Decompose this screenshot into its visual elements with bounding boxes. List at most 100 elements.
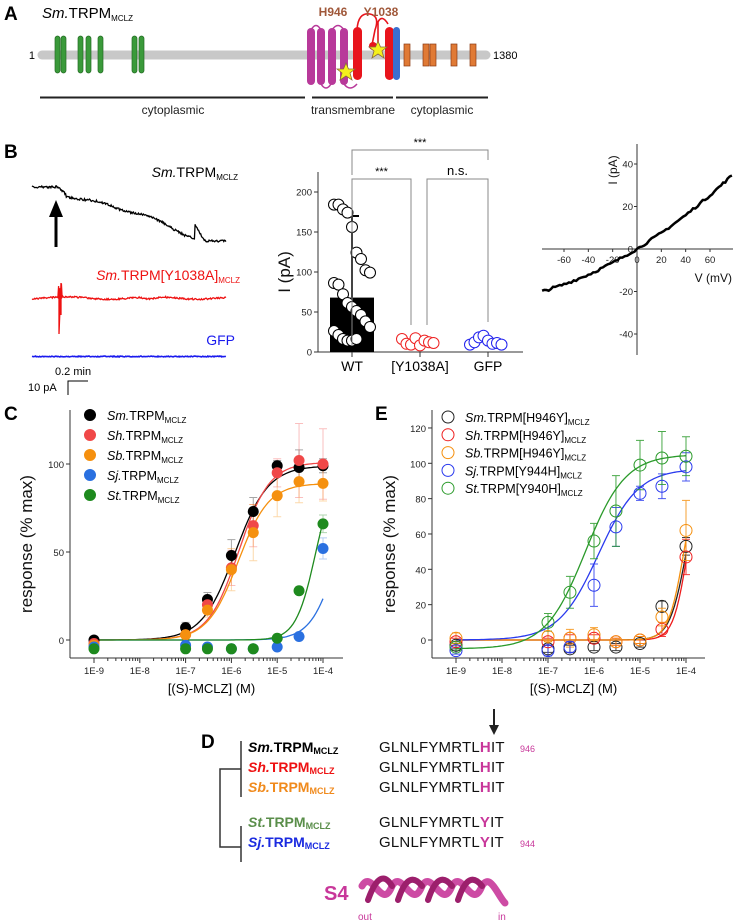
- legend-species: Sj.: [465, 464, 480, 478]
- y-tick-label: 100: [296, 268, 312, 279]
- legend-species: St.: [107, 489, 122, 503]
- ankyrin-repeats: [54, 35, 145, 74]
- panel-b: B Sm.TRPMMCLZ Sm.TRPM[Y1038A]MCLZ GFP 0.…: [4, 137, 733, 395]
- data-point: [541, 629, 555, 643]
- legend-sub: MCLZ: [568, 418, 590, 427]
- panel-e: E 0 20 40 60 80 100 120 1E-9 1E-8 1E-7 1E-6 1E-5 1E-…: [375, 404, 705, 696]
- data-point: [679, 550, 693, 564]
- y-axis-label: I (pA): [275, 251, 294, 293]
- panel-label-b: B: [4, 142, 18, 163]
- trace-species: Sm.: [96, 267, 121, 283]
- species-abbr: Sj.: [248, 834, 265, 850]
- legend-species: Sm.: [465, 411, 487, 425]
- trace-sub: MCLZ: [216, 173, 238, 182]
- trace-label-y1038a: Sm.TRPM[Y1038A]MCLZ: [96, 267, 240, 285]
- x-tick-label: 1E-9: [84, 666, 104, 677]
- highlighted-residue: Y: [480, 814, 490, 831]
- fit-curve: [94, 521, 324, 641]
- y-axis-label: response (% max): [380, 475, 399, 613]
- significance-bracket: [351, 149, 489, 175]
- data-point: [201, 643, 213, 655]
- legend-species: Sh.: [465, 429, 484, 443]
- dose-response-chart-c: 0 50 100 1E-9 1E-8 1E-7 1E-6 1E-5 1E-4 [(S)-MCLZ]…: [17, 409, 343, 696]
- data-point: [633, 637, 647, 651]
- data-point: [587, 534, 601, 548]
- data-point: [225, 564, 237, 576]
- ankyrin-domain: [131, 35, 138, 74]
- x-tick-label: 1E-7: [538, 666, 558, 677]
- data-point: [679, 449, 693, 463]
- legend-sub: MCLZ: [561, 489, 583, 498]
- iv-curve: [541, 174, 733, 293]
- data-point: [633, 458, 647, 472]
- legend-sub: MCLZ: [157, 476, 179, 485]
- error-bar: [565, 575, 574, 609]
- legend-base: TRPM: [122, 469, 157, 483]
- legend-species: St.: [465, 482, 480, 496]
- ankyrin-domain: [77, 35, 84, 74]
- y-tick-label: 0: [421, 636, 426, 647]
- panel-a: A Sm.TRPMMCLZ 1 1380 H946: [4, 4, 517, 117]
- data-point: [180, 643, 192, 655]
- sequence-prefix: GLNLFYMRTL: [379, 739, 480, 756]
- trp-domain: [393, 27, 400, 80]
- scale-current-label: 10 pA: [28, 382, 57, 394]
- data-point: [293, 454, 305, 466]
- x-tick-label: 1E-4: [313, 666, 333, 677]
- panel-label-c: C: [4, 404, 18, 425]
- x-axis-label: V (mV): [695, 271, 732, 285]
- x-tick-label: GFP: [474, 358, 503, 374]
- arrow-up-icon: [49, 200, 63, 247]
- species-base: TRPM: [274, 739, 314, 755]
- data-point: [655, 451, 669, 465]
- data-point: [317, 542, 329, 554]
- current-trace-y1038a: [31, 282, 227, 335]
- current-trace-gfp: [31, 354, 227, 359]
- x-axis-label: [(S)-MCLZ] (M): [530, 681, 617, 696]
- species-base: TRPM: [266, 814, 306, 830]
- data-point: [364, 321, 376, 333]
- x-tick-label: -60: [557, 255, 571, 266]
- highlighted-residue: H: [480, 779, 491, 796]
- star-icon-h946: [335, 61, 357, 81]
- y-tick-label: 150: [296, 228, 312, 239]
- data-point: [449, 640, 463, 654]
- trace-sub: MCLZ: [218, 276, 240, 285]
- x-tick-label: 1E-7: [176, 666, 196, 677]
- legend-entry: Sj.TRPM[Y944H]MCLZ: [465, 464, 582, 480]
- x-tick-label: WT: [341, 358, 363, 374]
- legend-base: TRPM: [122, 489, 157, 503]
- legend-base: TRPM: [126, 429, 161, 443]
- cterm-domain: [422, 43, 430, 67]
- data-point: [609, 635, 623, 649]
- y-tick-label: 200: [296, 188, 312, 199]
- x-tick-label: 1E-9: [446, 666, 466, 677]
- legend-species: Sm.: [107, 409, 129, 423]
- tm-helix-s1: [307, 28, 315, 85]
- fit-curve: [94, 483, 324, 641]
- fit-curve: [456, 539, 687, 641]
- sequence-prefix: GLNLFYMRTL: [379, 814, 480, 831]
- species-name: Sb.TRPMMCLZ: [248, 779, 335, 796]
- data-point: [317, 458, 329, 470]
- legend-entry: St.TRPM[Y940H]MCLZ: [465, 482, 583, 498]
- y-axis-label: I (pA): [606, 155, 620, 184]
- sequence-prefix: GLNLFYMRTL: [379, 834, 480, 851]
- data-point: [271, 641, 283, 653]
- data-point: [541, 615, 555, 629]
- cterm-domain: [429, 43, 437, 67]
- s4-helix-icon: [358, 875, 509, 907]
- phylogenetic-tree: [219, 741, 242, 862]
- data-point: [88, 643, 100, 655]
- sequence: GLNLFYMRTLHIT: [379, 739, 505, 756]
- y-tick-label: 0: [307, 348, 312, 359]
- panel-label-e: E: [375, 404, 388, 425]
- x-tick-label: 40: [680, 255, 691, 266]
- data-point: [225, 550, 237, 562]
- pore-loop: [356, 13, 389, 46]
- species-sub: MCLZ: [306, 821, 331, 831]
- ankyrin-domain: [138, 35, 145, 74]
- species-abbr: St.: [248, 814, 266, 830]
- legend-sub: MCLZ: [560, 471, 582, 480]
- data-point: [341, 206, 354, 219]
